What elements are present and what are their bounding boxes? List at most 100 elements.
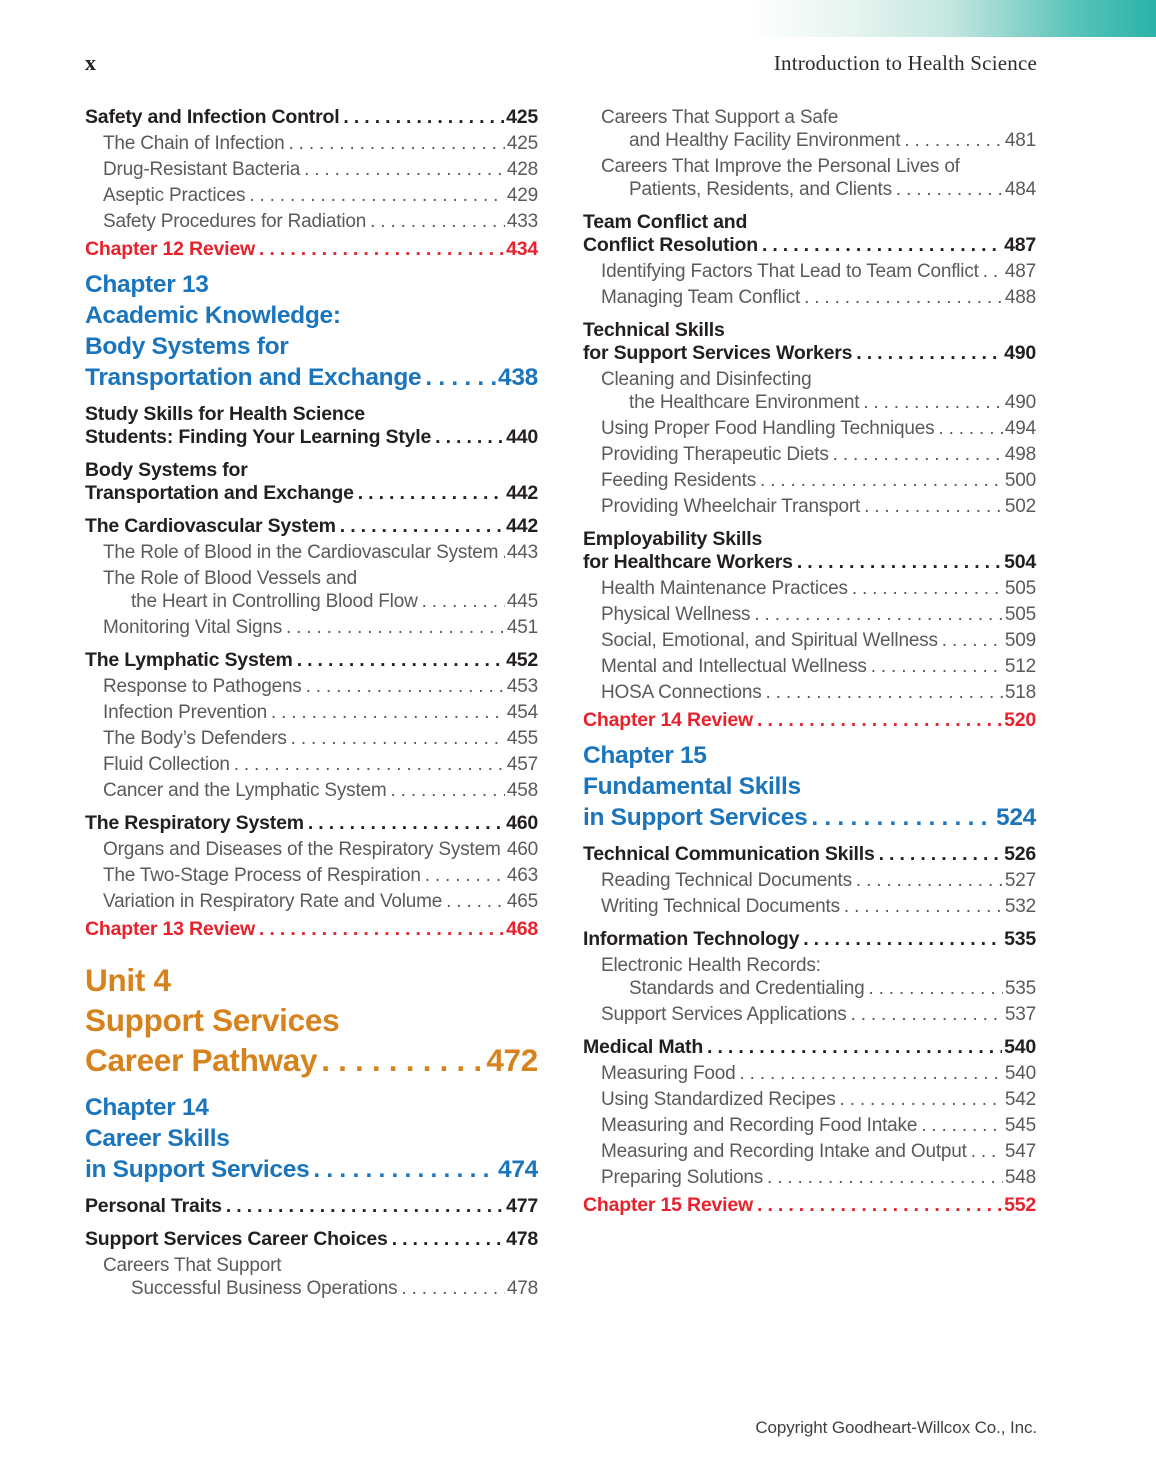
dot-leader (297, 649, 504, 672)
toc-entry-section: Body Systems for Transportation and Excha… (85, 459, 538, 505)
toc-entry-sub: Identifying Factors That Lead to Team Co… (583, 260, 1036, 283)
dot-leader (422, 590, 505, 613)
entry-page-number: 505 (1004, 604, 1036, 625)
toc-entry-sub: The Role of Blood Vessels and the Heart i… (85, 567, 538, 613)
dot-leader (435, 426, 504, 449)
entry-title: Chapter 14 Review (583, 709, 754, 731)
toc-entry-sub: Variation in Respiratory Rate and Volume… (85, 890, 538, 913)
entry-page-number: 526 (1004, 843, 1036, 865)
dot-leader (306, 675, 505, 698)
entry-page-number: 487 (1004, 261, 1036, 282)
toc-entry-review: Chapter 15 Review 552 (583, 1194, 1036, 1217)
entry-title: Variation in Respiratory Rate and Volume (103, 891, 443, 912)
toc-entry-review: Chapter 13 Review 468 (85, 918, 538, 941)
entry-page-number: 504 (1004, 551, 1036, 573)
entry-title: Health Maintenance Practices (601, 578, 848, 599)
entry-title: Feeding Residents (601, 470, 757, 491)
entry-page-number: 440 (506, 426, 538, 448)
entry-title-line: Technical Skills (583, 319, 725, 341)
entry-page-number: 502 (1004, 496, 1036, 517)
entry-title: Support Services Career Choices (85, 1228, 388, 1250)
toc-entry-sub: Health Maintenance Practices 505 (583, 577, 1036, 600)
toc-entry-sub: Physical Wellness 505 (583, 603, 1036, 626)
entry-page-number: 451 (506, 617, 538, 638)
entry-title: Providing Wheelchair Transport (601, 496, 861, 517)
entry-title: and Healthy Facility Environment (629, 130, 901, 151)
entry-page-number: 460 (506, 812, 538, 834)
toc-entry-sub: Providing Wheelchair Transport 502 (583, 495, 1036, 518)
entry-title: The Two-Stage Process of Respiration (103, 865, 421, 886)
dot-leader (707, 1036, 1002, 1059)
toc-entry-chapter: Chapter 15 Fundamental Skills in Support S… (583, 740, 1036, 833)
entry-title: Standards and Credentialing (629, 978, 865, 999)
entry-title: Cancer and the Lymphatic System (103, 780, 387, 801)
entry-title: the Healthcare Environment (629, 392, 860, 413)
toc-entry-sub: Monitoring Vital Signs 451 (85, 616, 538, 639)
toc-column-right: Careers That Support a Safe and Healthy F… (583, 106, 1036, 1303)
dot-leader (797, 551, 1002, 574)
toc-entry-section: Medical Math 540 (583, 1036, 1036, 1059)
toc-entry-sub: Preparing Solutions 548 (583, 1166, 1036, 1189)
entry-page-number: 465 (506, 891, 538, 912)
dot-leader (840, 1088, 1003, 1111)
toc-entry-sub: Support Services Applications 537 (583, 1003, 1036, 1026)
entry-title: Response to Pathogens (103, 676, 302, 697)
toc-entry-sub: Measuring Food 540 (583, 1062, 1036, 1085)
entry-page-number: 542 (1004, 1089, 1036, 1110)
entry-page-number: 548 (1004, 1167, 1036, 1188)
entry-page-number: 490 (1004, 342, 1036, 364)
entry-title-line: Careers That Support a Safe (601, 107, 839, 128)
entry-title: The Lymphatic System (85, 649, 293, 671)
entry-title: for Healthcare Workers (583, 551, 793, 573)
toc-entry-sub: HOSA Connections 518 (583, 681, 1036, 704)
copyright-notice: Copyright Goodheart-Willcox Co., Inc. (755, 1418, 1037, 1437)
entry-title: Reading Technical Documents (601, 870, 852, 891)
entry-title-line: Body Systems for (85, 333, 289, 360)
dot-leader (291, 727, 505, 750)
entry-title: The Cardiovascular System (85, 515, 336, 537)
dot-leader (851, 1003, 1003, 1026)
dot-leader (343, 106, 504, 129)
toc-entry-sub: Cancer and the Lymphatic System 458 (85, 779, 538, 802)
entry-page-number: 428 (506, 159, 538, 180)
entry-title-line: Study Skills for Health Science (85, 403, 365, 425)
toc-entry-unit: Unit 4 Support Services Career Pathway 472 (85, 960, 538, 1080)
toc-entry-sub: Aseptic Practices 429 (85, 184, 538, 207)
toc-entry-sub: Response to Pathogens 453 (85, 675, 538, 698)
entry-title-line: Chapter 15 (583, 742, 707, 769)
toc-entry-sub: Using Proper Food Handling Techniques 494 (583, 417, 1036, 440)
dot-leader (844, 895, 1003, 918)
entry-page-number: 455 (506, 728, 538, 749)
entry-title: Measuring Food (601, 1063, 736, 1084)
entry-page-number: 452 (506, 649, 538, 671)
entry-title: Identifying Factors That Lead to Team Co… (601, 261, 979, 282)
header-accent-bar (748, 0, 1156, 37)
dot-leader (226, 1195, 504, 1218)
toc-columns: Safety and Infection Control425 The Chain… (85, 106, 1037, 1303)
entry-page-number: 477 (506, 1195, 538, 1217)
dot-leader (766, 681, 1003, 704)
toc-entry-sub: Cleaning and Disinfecting the Healthcare … (583, 368, 1036, 414)
dot-leader (321, 1040, 484, 1080)
entry-title: Physical Wellness (601, 604, 751, 625)
dot-leader (259, 918, 504, 941)
toc-entry-sub: Fluid Collection 457 (85, 753, 538, 776)
entry-title: Infection Prevention (103, 702, 267, 723)
entry-page-number: 512 (1004, 656, 1036, 677)
dot-leader (313, 1154, 496, 1185)
toc-entry-chapter: Chapter 13 Academic Knowledge: Body System… (85, 269, 538, 393)
entry-title: Drug-Resistant Bacteria (103, 159, 301, 180)
entry-title: Fluid Collection (103, 754, 230, 775)
dot-leader (804, 286, 1003, 309)
entry-page-number: 453 (506, 676, 538, 697)
toc-entry-sub: The Chain of Infection 425 (85, 132, 538, 155)
entry-page-number: 500 (1004, 470, 1036, 491)
entry-title-line: Careers That Improve the Personal Lives … (601, 156, 960, 177)
toc-entry-section: Safety and Infection Control 425 (85, 106, 538, 129)
entry-page-number: 478 (506, 1228, 538, 1250)
entry-page-number: 484 (1004, 179, 1036, 200)
toc-entry-sub: Measuring and Recording Food Intake 545 (583, 1114, 1036, 1137)
toc-entry-section: Employability Skills for Healthcare Worke… (583, 528, 1036, 574)
entry-title: Organs and Diseases of the Respiratory S… (103, 839, 501, 860)
entry-page-number: 438 (498, 364, 538, 391)
